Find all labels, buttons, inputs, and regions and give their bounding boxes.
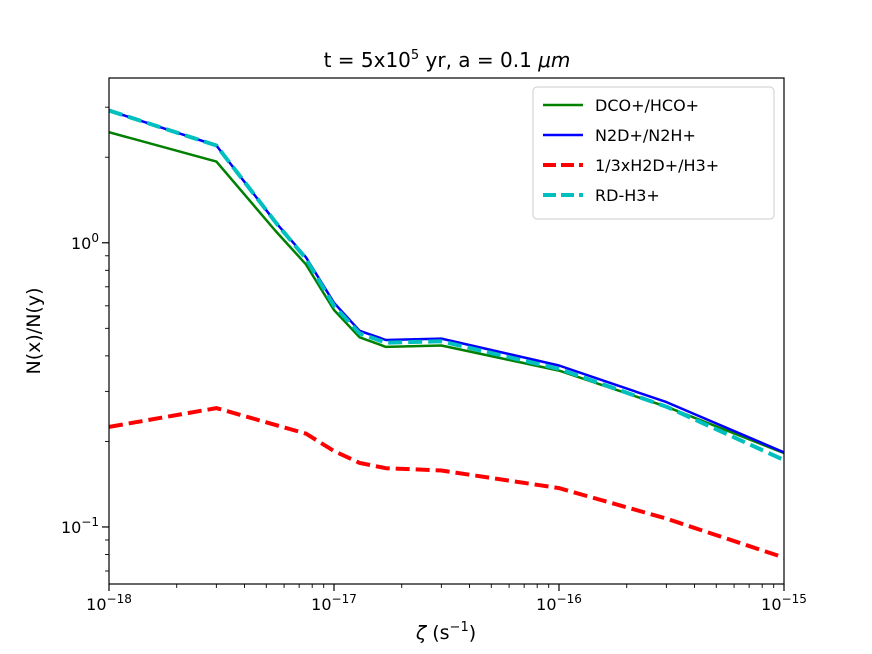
y-tick-label: 100 [71, 231, 99, 253]
legend: DCO+/HCO+ N2D+/N2H+ 1/3xH2D+/H3+ RD-H3+ [532, 86, 775, 220]
x-tick-label: 10−16 [536, 592, 582, 614]
legend-label: 1/3xH2D+/H3+ [595, 156, 719, 175]
x-tick-label: 10−18 [86, 592, 132, 614]
chart-title: t = 5x105 yr, a = 0.1 μm [324, 48, 571, 72]
series-line-3 [109, 108, 784, 462]
y-tick-label: 10−1 [61, 515, 99, 537]
legend-label: DCO+/HCO+ [595, 96, 699, 115]
x-tick-label: 10−17 [311, 592, 357, 614]
legend-box [532, 86, 775, 220]
y-axis-title: N(x)/N(y) [23, 288, 45, 375]
series-line-2 [109, 406, 784, 560]
plot-frame [108, 77, 785, 585]
x-axis-title: ζ (s−1) [415, 620, 476, 644]
legend-label: RD-H3+ [595, 186, 660, 205]
x-tick-label: 10−15 [761, 592, 807, 614]
legend-label: N2D+/N2H+ [595, 126, 696, 145]
